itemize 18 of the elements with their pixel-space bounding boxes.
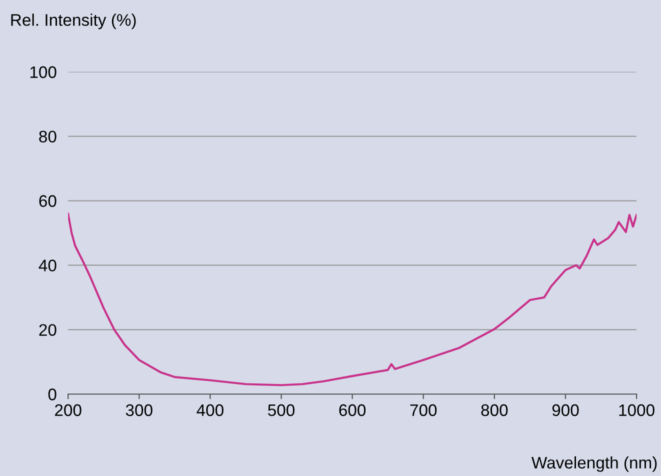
x-tick-label: 600 <box>339 404 366 416</box>
y-tick-label: 0 <box>48 388 56 400</box>
x-tick-label: 800 <box>481 404 508 416</box>
x-tick-label: 300 <box>126 404 152 416</box>
x-tick-label: 500 <box>268 404 295 416</box>
x-tick-label: 700 <box>410 404 437 416</box>
x-tick-label: 1000 <box>619 404 654 416</box>
y-tick-label: 60 <box>39 195 56 207</box>
x-tick-label: 200 <box>55 404 82 416</box>
y-axis-title: Rel. Intensity (%) <box>11 14 136 30</box>
y-tick-label: 20 <box>39 324 56 336</box>
x-tick-label: 400 <box>196 404 224 416</box>
y-tick-label: 100 <box>30 66 56 78</box>
line-series <box>68 212 637 386</box>
y-tick-label: 40 <box>38 260 56 272</box>
x-axis-title: Wavelength (nm) <box>532 456 657 472</box>
y-tick-label: 80 <box>39 130 56 143</box>
x-tick-label: 900 <box>552 404 579 416</box>
